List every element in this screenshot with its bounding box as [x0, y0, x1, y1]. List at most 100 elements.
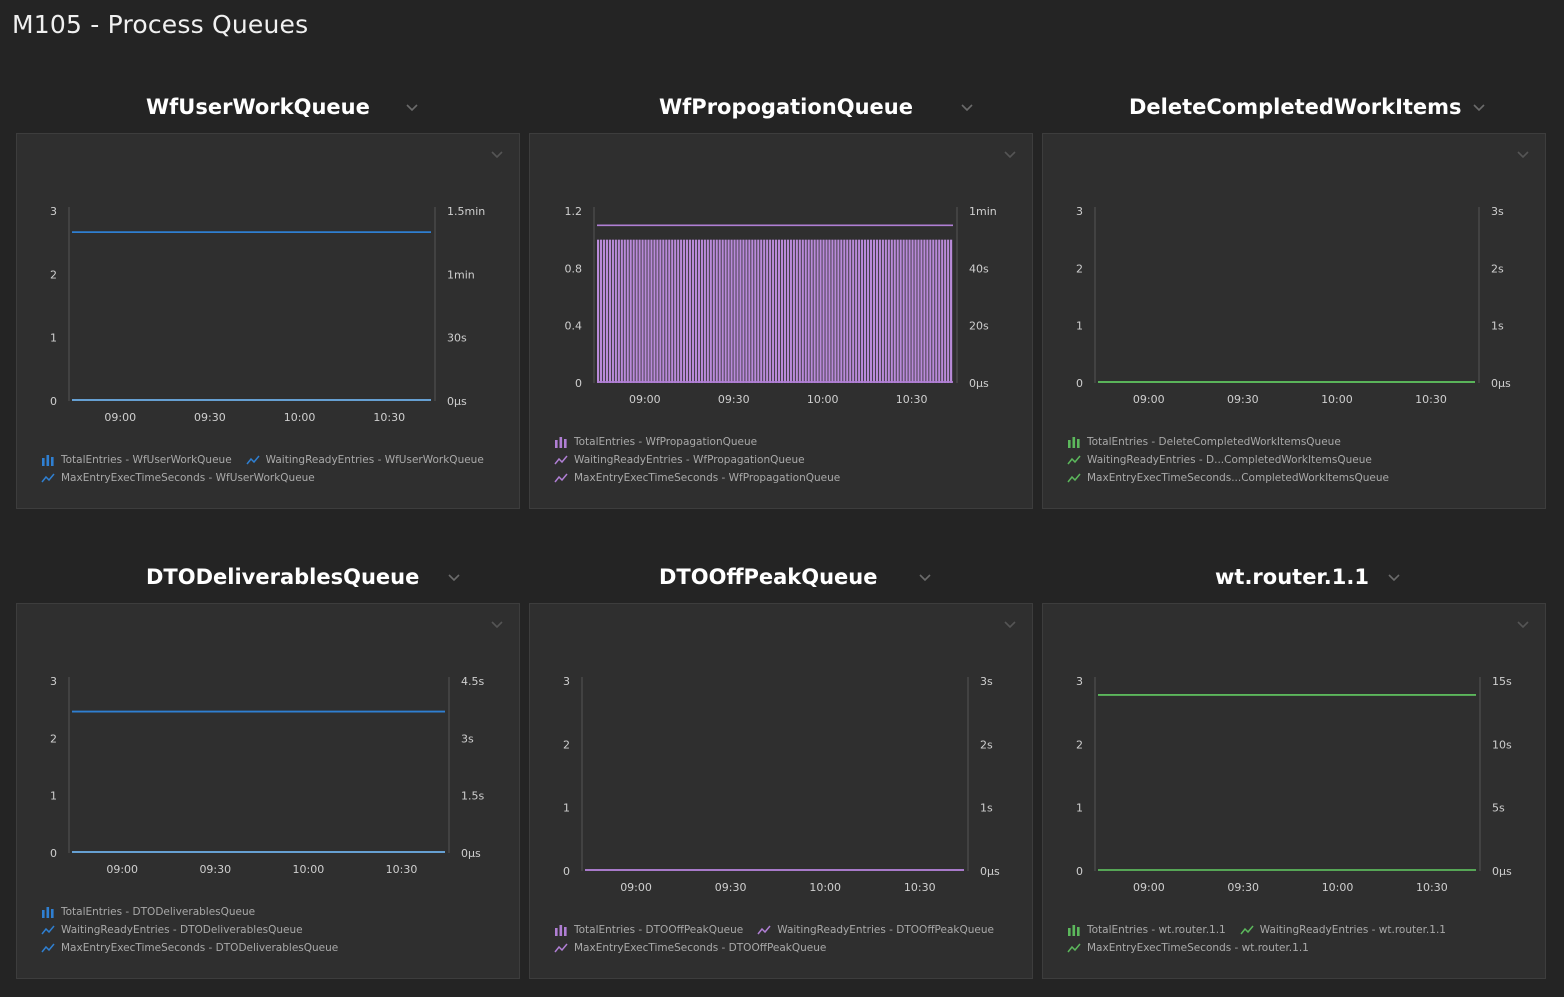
bar	[757, 239, 760, 383]
legend-item[interactable]: WaitingReadyEntries - DTOOffPeakQueue	[757, 924, 994, 936]
legend-item[interactable]: MaxEntryExecTimeSeconds - DTOOffPeakQueu…	[554, 942, 826, 954]
y-left-tick-label: 1	[50, 790, 57, 803]
legend-item[interactable]: TotalEntries - DTOOffPeakQueue	[554, 924, 743, 936]
bar	[659, 239, 662, 383]
legend-row: TotalEntries - wt.router.1.1 WaitingReady…	[1067, 921, 1460, 939]
chart-tile-deletecompletedworkitems[interactable]: 0 1 2 3 0µs 1s 2s 3s 09:00 09:30 10:00 10:30 TotalEn…	[1042, 133, 1546, 509]
legend-item[interactable]: MaxEntryExecTimeSeconds - WfUserWorkQueu…	[41, 472, 315, 484]
chart-tile-dtodeliverablesqueue[interactable]: 0 1 2 3 0µs 1.5s 3s 4.5s 09:00 09:30 10:00 10:30 Tot…	[16, 603, 520, 979]
legend-item[interactable]: TotalEntries - WfUserWorkQueue	[41, 454, 232, 466]
legend-item[interactable]: TotalEntries - WfPropagationQueue	[554, 436, 757, 448]
bar	[629, 239, 632, 383]
y-right-tick-label: 0µs	[461, 847, 481, 860]
tile-title: WfPropogationQueue	[659, 95, 913, 119]
legend-item[interactable]: WaitingReadyEntries - WfUserWorkQueue	[246, 454, 484, 466]
bar	[686, 239, 689, 383]
legend-label: TotalEntries - WfUserWorkQueue	[61, 454, 232, 466]
bar	[766, 239, 769, 383]
chevron-down-icon[interactable]	[1515, 616, 1529, 630]
bar	[602, 239, 606, 383]
legend-item[interactable]: WaitingReadyEntries - DTODeliverablesQue…	[41, 924, 303, 936]
legend-row: TotalEntries - DeleteCompletedWorkItemsQ…	[1067, 433, 1403, 451]
y-left-tick-label: 1	[1076, 802, 1083, 815]
chart-plot[interactable]: 0 1 2 3 0µs 1s 2s 3s 09:00 09:30 10:00 10:30	[530, 604, 1032, 894]
legend-item[interactable]: MaxEntryExecTimeSeconds...CompletedWorkI…	[1067, 472, 1389, 484]
bar	[760, 239, 763, 383]
bar	[878, 239, 881, 383]
bar	[872, 239, 876, 383]
chart-plot[interactable]: 0 0.4 0.8 1.2 0µs 20s 40s 1min 09:00 09:30 10:00 10…	[530, 134, 1032, 424]
chevron-down-icon[interactable]	[1471, 99, 1487, 115]
bar	[721, 239, 724, 383]
chart-tile-wfuserworkqueue[interactable]: 0 1 2 3 0µs 30s 1min 1.5min 09:00 09:30 10:00 10:30…	[16, 133, 520, 509]
chevron-down-icon[interactable]	[446, 569, 462, 585]
legend-row: MaxEntryExecTimeSeconds - WfUserWorkQueu…	[41, 469, 498, 487]
bar	[935, 239, 938, 383]
bar-chart-icon	[41, 454, 61, 466]
y-left-tick-label: 2	[50, 732, 57, 745]
bar	[855, 239, 858, 383]
chart-plot[interactable]: 0 1 2 3 0µs 1.5s 3s 4.5s 09:00 09:30 10:00 10:30	[17, 604, 519, 894]
chevron-down-icon[interactable]	[489, 616, 503, 630]
legend-item[interactable]: MaxEntryExecTimeSeconds - wt.router.1.1	[1067, 942, 1309, 954]
legend-label: WaitingReadyEntries - DTOOffPeakQueue	[777, 924, 994, 936]
chart-tile-wt-router[interactable]: 0 1 2 3 0µs 5s 10s 15s 09:00 09:30 10:00 10:30 Total…	[1042, 603, 1546, 979]
legend-row: WaitingReadyEntries - WfPropagationQueue	[554, 451, 854, 469]
chevron-down-icon[interactable]	[917, 569, 933, 585]
chart-legend: TotalEntries - DTODeliverablesQueue Waiti…	[41, 903, 352, 957]
bar	[736, 239, 739, 383]
legend-item[interactable]: MaxEntryExecTimeSeconds - WfPropagationQ…	[554, 472, 840, 484]
chevron-down-icon[interactable]	[1386, 569, 1402, 585]
bar	[712, 239, 715, 383]
chart-plot[interactable]: 0 1 2 3 0µs 30s 1min 1.5min 09:00 09:30 10:00 10:30	[17, 134, 519, 424]
chevron-down-icon[interactable]	[1002, 616, 1016, 630]
legend-row: TotalEntries - WfPropagationQueue	[554, 433, 854, 451]
legend-item[interactable]: TotalEntries - DTODeliverablesQueue	[41, 906, 255, 918]
legend-item[interactable]: TotalEntries - wt.router.1.1	[1067, 924, 1226, 936]
bar	[653, 239, 656, 383]
legend-item[interactable]: TotalEntries - DeleteCompletedWorkItemsQ…	[1067, 436, 1341, 448]
line-chart-icon	[554, 454, 574, 466]
chart-plot[interactable]: 0 1 2 3 0µs 1s 2s 3s 09:00 09:30 10:00 10:30	[1043, 134, 1545, 424]
y-left-tick-label: 2	[1076, 738, 1083, 751]
legend-label: TotalEntries - WfPropagationQueue	[574, 436, 758, 448]
legend-label: WaitingReadyEntries - WfPropagationQueue	[574, 454, 805, 466]
tile-title: wt.router.1.1	[1215, 565, 1369, 589]
chart-tile-dtooffpeakqueue[interactable]: 0 1 2 3 0µs 1s 2s 3s 09:00 09:30 10:00 10:30 TotalEn…	[529, 603, 1033, 979]
y-left-tick-label: 1	[50, 332, 57, 345]
bar	[840, 239, 843, 383]
chevron-down-icon[interactable]	[404, 99, 420, 115]
bar	[926, 239, 929, 383]
y-right-tick-label: 2s	[980, 738, 993, 751]
x-tick-label: 09:30	[1227, 881, 1259, 894]
x-tick-label: 09:30	[718, 393, 750, 406]
bar	[837, 239, 840, 383]
legend-label: TotalEntries - DeleteCompletedWorkItemsQ…	[1087, 436, 1341, 448]
legend-item[interactable]: MaxEntryExecTimeSeconds - DTODeliverable…	[41, 942, 338, 954]
bar	[831, 239, 834, 383]
chart-legend: TotalEntries - WfUserWorkQueue WaitingRea…	[41, 451, 498, 487]
legend-label: WaitingReadyEntries - D...CompletedWorkI…	[1087, 454, 1372, 466]
y-left-tick-label: 1	[563, 802, 570, 815]
legend-item[interactable]: WaitingReadyEntries - WfPropagationQueue	[554, 454, 805, 466]
bar	[899, 239, 902, 383]
legend-item[interactable]: WaitingReadyEntries - D...CompletedWorkI…	[1067, 454, 1372, 466]
chevron-down-icon[interactable]	[1002, 146, 1016, 160]
chart-plot[interactable]: 0 1 2 3 0µs 5s 10s 15s 09:00 09:30 10:00 10:30	[1043, 604, 1545, 894]
chevron-down-icon[interactable]	[489, 146, 503, 160]
chart-tile-wfpropogationqueue[interactable]: 0 0.4 0.8 1.2 0µs 20s 40s 1min 09:00 09:30 10:00 10…	[529, 133, 1033, 509]
legend-row: WaitingReadyEntries - D...CompletedWorkI…	[1067, 451, 1403, 469]
tile-header-wfpropogationqueue: WfPropogationQueue	[659, 90, 913, 124]
chevron-down-icon[interactable]	[959, 99, 975, 115]
chevron-down-icon[interactable]	[1515, 146, 1529, 160]
bar	[789, 239, 792, 383]
legend-item[interactable]: WaitingReadyEntries - wt.router.1.1	[1240, 924, 1446, 936]
legend-row: MaxEntryExecTimeSeconds - WfPropagationQ…	[554, 469, 854, 487]
bar	[822, 239, 825, 383]
bar	[858, 239, 861, 383]
bar	[680, 239, 683, 383]
bar	[662, 239, 665, 383]
bar	[887, 239, 890, 383]
line-chart-icon	[554, 942, 574, 954]
y-right-tick-label: 1.5s	[461, 790, 484, 803]
